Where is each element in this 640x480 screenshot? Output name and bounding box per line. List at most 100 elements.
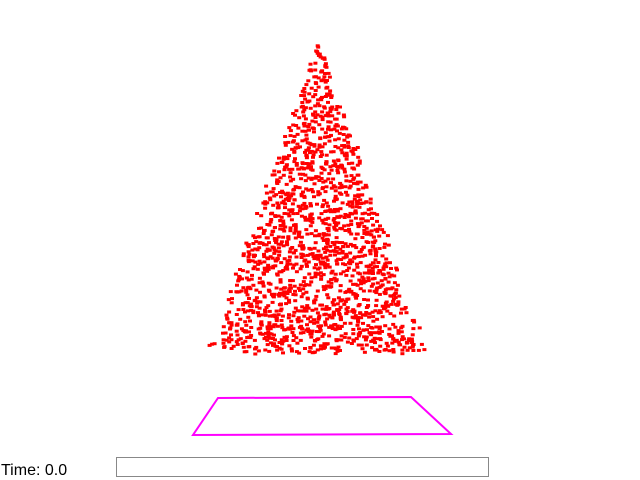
particle (295, 309, 300, 313)
particle (227, 340, 232, 344)
particle (364, 264, 369, 268)
particle (344, 151, 349, 155)
particle (383, 262, 388, 266)
particle (373, 341, 377, 345)
particle (310, 308, 315, 312)
particle (332, 276, 337, 280)
particle (327, 307, 332, 310)
particle (280, 314, 285, 318)
particle (313, 104, 318, 108)
particle (362, 225, 367, 228)
particle (391, 322, 396, 326)
particle (269, 233, 274, 237)
particle (334, 228, 339, 232)
particle (272, 323, 277, 327)
particle (315, 202, 319, 206)
particle (266, 304, 271, 308)
particle (301, 172, 305, 176)
particle (241, 308, 246, 311)
time-slider[interactable] (116, 457, 489, 477)
particle (245, 293, 250, 297)
particle (270, 245, 275, 249)
particle (281, 244, 286, 248)
particle (294, 109, 299, 113)
particle (299, 177, 304, 181)
particle (340, 241, 345, 245)
particle (245, 301, 250, 305)
particle (325, 93, 330, 97)
particle (278, 227, 283, 231)
particle (335, 262, 340, 266)
particle (228, 326, 233, 330)
particle (419, 342, 424, 346)
particle-scene-canvas[interactable] (0, 0, 640, 450)
particle (279, 319, 284, 322)
particle (301, 190, 305, 194)
particle (249, 304, 253, 308)
particle (277, 250, 282, 254)
particle (358, 311, 363, 315)
particle (308, 218, 313, 222)
particle (254, 305, 259, 309)
particle (235, 343, 240, 346)
particle (268, 341, 273, 345)
particle (323, 135, 328, 139)
particle (263, 206, 268, 210)
particle (399, 330, 404, 334)
particle (335, 129, 339, 133)
particle (303, 173, 308, 177)
particle (270, 300, 275, 304)
particle (267, 349, 272, 353)
particle (377, 292, 382, 296)
particle (326, 177, 331, 181)
particle (248, 287, 253, 291)
particle (311, 343, 316, 347)
particle (274, 309, 279, 313)
particle (316, 76, 321, 80)
particle (329, 107, 334, 111)
particle (338, 305, 343, 309)
particle (371, 235, 376, 239)
particle (316, 267, 320, 271)
particle (299, 295, 304, 299)
particle (304, 228, 309, 232)
particle (373, 247, 378, 251)
particle (241, 252, 246, 256)
particle (289, 347, 294, 351)
particle (309, 86, 314, 90)
particle (222, 345, 227, 349)
particle (319, 171, 324, 175)
particle (276, 206, 281, 210)
particle (380, 283, 385, 287)
particle (306, 176, 311, 180)
particle (322, 168, 327, 172)
particle (234, 340, 239, 344)
particle (307, 246, 312, 250)
particle (283, 197, 288, 201)
particle (355, 262, 359, 266)
particle (289, 194, 294, 198)
time-value: 0.0 (44, 462, 68, 479)
particle (362, 335, 367, 339)
particle (397, 294, 402, 298)
particle (284, 163, 289, 167)
particle (332, 298, 337, 302)
particle (395, 268, 399, 272)
particle (308, 213, 313, 217)
particle (256, 262, 261, 266)
particle (255, 212, 260, 215)
particle (315, 320, 320, 324)
particle (223, 331, 228, 335)
particle (221, 331, 225, 335)
particle (323, 233, 328, 237)
particle (301, 287, 306, 291)
particle (362, 228, 367, 232)
particle (319, 277, 324, 281)
particle (324, 153, 329, 157)
particle (297, 351, 302, 355)
particle (280, 189, 285, 193)
particle (356, 343, 361, 347)
particle (270, 230, 275, 234)
particle (264, 191, 269, 195)
particle (301, 114, 306, 118)
